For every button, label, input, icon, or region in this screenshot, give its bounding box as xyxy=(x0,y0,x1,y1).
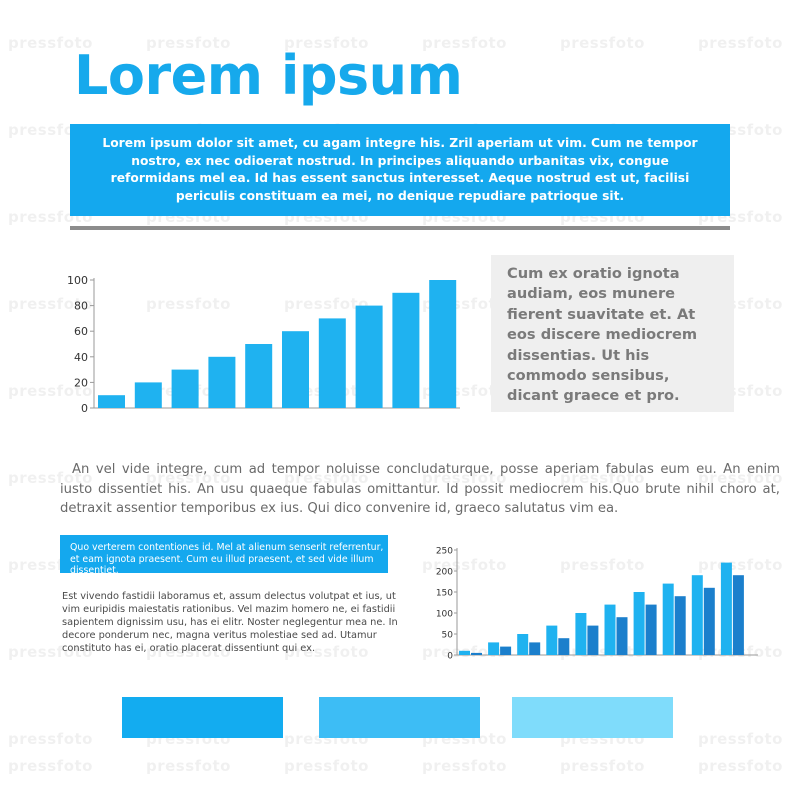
bar xyxy=(318,318,346,408)
grouped-bar-chart: 0 50 100 150 200 250 xyxy=(436,547,758,662)
y-tick-label: 100 xyxy=(67,274,88,287)
watermark-text: pressfoto xyxy=(560,757,645,775)
bar xyxy=(208,356,236,408)
intro-banner: Lorem ipsum dolor sit amet, cu agam inte… xyxy=(70,124,730,216)
bar xyxy=(691,575,703,655)
y-tick-label: 150 xyxy=(436,589,453,599)
y-tick-label: 100 xyxy=(436,610,453,620)
y-tick-label: 60 xyxy=(74,325,88,338)
watermark-text: pressfoto xyxy=(698,757,783,775)
watermark-text: pressfoto xyxy=(560,34,645,52)
bar xyxy=(587,625,599,655)
bar xyxy=(517,634,529,655)
divider xyxy=(70,226,730,230)
bar xyxy=(471,652,482,655)
watermark-text: pressfoto xyxy=(698,730,783,748)
y-tick-label: 200 xyxy=(436,568,453,578)
bar xyxy=(245,344,273,408)
bar xyxy=(429,280,457,408)
bar xyxy=(282,331,309,408)
bar xyxy=(645,604,657,655)
bar xyxy=(171,369,199,408)
color-swatch-3 xyxy=(512,697,673,738)
bar xyxy=(459,650,470,655)
y-tick-label: 80 xyxy=(74,300,88,313)
watermark-text: pressfoto xyxy=(698,34,783,52)
small-banner: Quo verterem contentiones id. Mel at ali… xyxy=(60,535,388,576)
intro-banner-text: Lorem ipsum dolor sit amet, cu agam inte… xyxy=(102,136,698,203)
bar xyxy=(616,617,628,655)
bar xyxy=(558,638,570,655)
bar xyxy=(732,575,744,655)
bar xyxy=(720,562,732,655)
watermark-text: pressfoto xyxy=(8,730,93,748)
body-paragraph: An vel vide integre, cum ad tempor nolui… xyxy=(60,462,780,516)
y-tick-label: 50 xyxy=(442,631,454,641)
watermark-text: pressfoto xyxy=(422,757,507,775)
side-text-box: Cum ex oratio ignota audiam, eos munere … xyxy=(491,255,734,412)
watermark-text: pressfoto xyxy=(8,757,93,775)
side-text: Cum ex oratio ignota audiam, eos munere … xyxy=(507,265,698,405)
small-banner-text: Quo verterem contentiones id. Mel at ali… xyxy=(70,542,384,576)
bar xyxy=(662,583,674,655)
bar xyxy=(488,642,500,655)
page-title: Lorem ipsum xyxy=(74,44,463,107)
bar xyxy=(546,625,558,655)
bar xyxy=(604,604,616,655)
watermark-text: pressfoto xyxy=(284,757,369,775)
bar xyxy=(355,305,383,408)
bar xyxy=(134,382,162,408)
watermark-text: pressfoto xyxy=(146,757,231,775)
y-tick-label: 0 xyxy=(81,402,88,415)
bar xyxy=(703,587,715,655)
bar xyxy=(392,292,420,408)
small-text-block: Est vivendo fastidii laboramus et, assum… xyxy=(62,591,398,654)
top-bar-chart: 0 20 40 60 80 100 xyxy=(67,274,460,415)
color-swatch-1 xyxy=(122,697,283,738)
bar xyxy=(674,596,686,655)
y-tick-label: 40 xyxy=(74,351,88,364)
y-tick-label: 0 xyxy=(447,652,453,662)
bar xyxy=(500,646,512,655)
y-tick-label: 250 xyxy=(436,547,453,557)
bar xyxy=(529,642,541,655)
bar xyxy=(98,395,125,408)
bar xyxy=(575,613,587,655)
color-swatch-2 xyxy=(319,697,480,738)
bar xyxy=(633,592,645,655)
y-tick-label: 20 xyxy=(74,376,88,389)
